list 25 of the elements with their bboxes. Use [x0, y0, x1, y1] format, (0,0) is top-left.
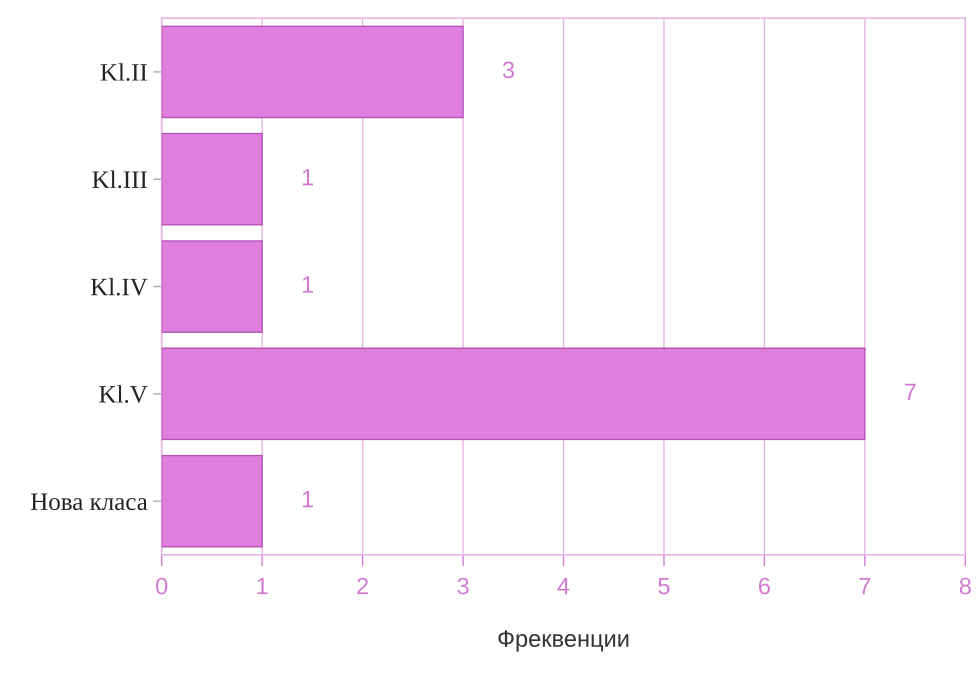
- x-tick-label: 8: [960, 578, 971, 594]
- x-tick-label: 5: [658, 578, 670, 594]
- y-tick-label: Kl.IV: [90, 278, 148, 296]
- bar: [162, 454, 263, 548]
- x-tick-label: 4: [557, 578, 570, 594]
- x-tick-label: 1: [257, 578, 268, 594]
- x-tick-label: 2: [357, 578, 368, 594]
- data-label: 1: [302, 491, 314, 508]
- x-tick-label: 7: [859, 578, 870, 594]
- y-tick-label: Kl.V: [99, 385, 148, 403]
- data-label: 3: [502, 62, 514, 78]
- bar: [162, 348, 866, 440]
- y-tick-label: Нова класа: [30, 493, 148, 510]
- x-axis-title: Фреквенции: [498, 630, 628, 652]
- data-label: 1: [302, 169, 314, 186]
- data-label: 7: [904, 384, 916, 400]
- bar: [162, 132, 263, 226]
- x-tick-label: 3: [457, 578, 469, 594]
- y-tick-label: Kl.II: [100, 63, 147, 81]
- x-tick-label: 0: [156, 578, 168, 594]
- x-tick-label: 6: [759, 578, 770, 594]
- data-label: 1: [302, 276, 314, 293]
- bar: [162, 26, 464, 118]
- y-tick-label: Kl.III: [92, 170, 147, 188]
- bar: [162, 240, 263, 333]
